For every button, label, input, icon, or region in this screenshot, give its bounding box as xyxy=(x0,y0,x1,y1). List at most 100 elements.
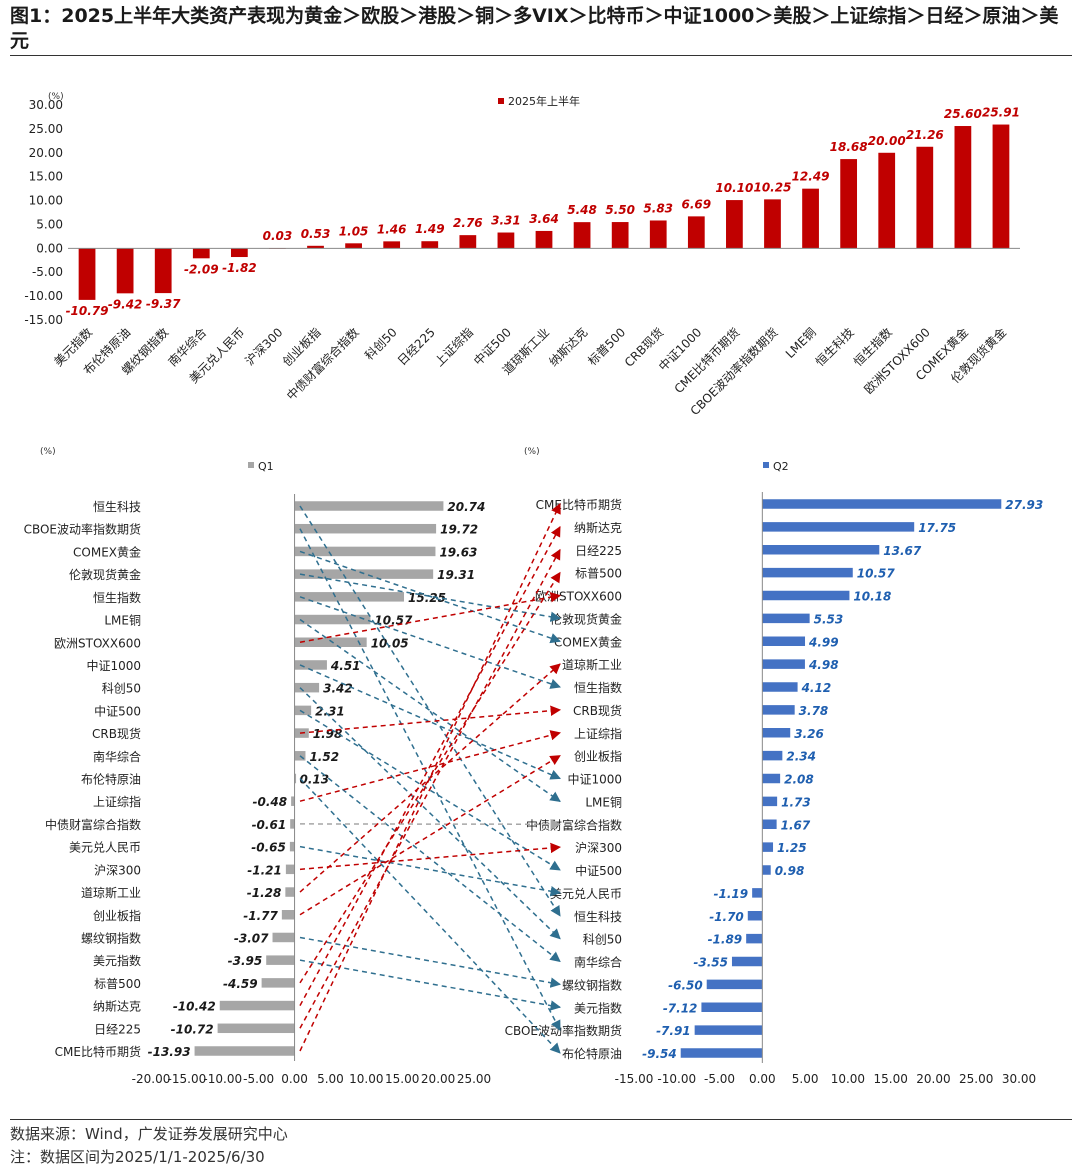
rank-change-arrow xyxy=(299,754,561,916)
q1-data-label: 2.31 xyxy=(315,704,345,718)
q1-bar xyxy=(266,955,295,965)
q1-data-label: -1.21 xyxy=(247,863,282,877)
q1-category-label: 欧洲STOXX600 xyxy=(54,636,141,650)
q1-category-label: 日经225 xyxy=(94,1022,141,1036)
q2-bar xyxy=(762,865,771,875)
q1-bar xyxy=(285,887,295,897)
q1-x-tick-label: -20.00 xyxy=(132,1072,171,1086)
q2-data-label: 13.67 xyxy=(883,544,922,558)
rank-change-arrow xyxy=(299,548,561,1029)
q2-bar xyxy=(762,819,777,829)
q1-category-label: 螺纹钢指数 xyxy=(81,930,141,945)
h1-data-label: 6.69 xyxy=(682,197,712,211)
q1-data-label: 19.72 xyxy=(440,523,478,537)
data-source-note: 数据来源：Wind，广发证券发展研究中心 xyxy=(10,1125,288,1143)
h1-category-label: 上证综指 xyxy=(431,325,476,370)
q2-data-label: 4.12 xyxy=(801,681,832,695)
q2-category-label: 伦敦现货黄金 xyxy=(550,611,622,626)
h1-bar xyxy=(459,235,477,249)
h1-data-label: 0.03 xyxy=(263,229,293,243)
q2-data-label: -7.91 xyxy=(656,1024,691,1038)
q1-bar xyxy=(290,819,295,829)
h1-data-label: 25.60 xyxy=(944,107,982,121)
q2-bar xyxy=(762,545,880,555)
h1-bar-chart: (%)30.00 25.00 20.00 15.00 10.00 5.00 0.00 -5.0… xyxy=(24,92,1020,418)
q1-bar xyxy=(294,546,436,557)
footer-divider xyxy=(10,1119,1072,1120)
h1-category-label: 纳斯达克 xyxy=(546,325,590,369)
q2-data-label: 10.57 xyxy=(857,567,896,581)
q1-legend-label: Q1 xyxy=(258,460,274,473)
q1-category-label: 美元兑人民币 xyxy=(69,841,141,855)
h1-data-label: -9.42 xyxy=(108,297,143,311)
q1-bar xyxy=(281,910,295,920)
q2-data-label: 1.25 xyxy=(777,841,807,855)
rank-change-arrow xyxy=(299,687,561,940)
q2-category-label: CRB现货 xyxy=(573,703,622,718)
rank-change-arrow xyxy=(299,936,562,988)
q1-data-label: -0.61 xyxy=(252,818,287,832)
q2-data-label: 5.53 xyxy=(814,612,844,626)
q1-category-label: 恒生指数 xyxy=(93,590,141,605)
h1-data-label: 1.49 xyxy=(415,222,445,236)
q1-bar xyxy=(294,523,437,534)
h1-y-tick-label: 30.00 xyxy=(29,98,63,112)
q2-category-label: 螺纹钢指数 xyxy=(562,977,622,992)
q1-data-label: 19.63 xyxy=(439,545,477,559)
q1-category-label: 创业板指 xyxy=(93,908,141,923)
q1-data-label: 10.57 xyxy=(374,614,413,628)
q1-category-label: COMEX黄金 xyxy=(73,544,141,559)
h1-data-label: 10.10 xyxy=(715,181,753,195)
q2-legend-swatch xyxy=(763,462,769,468)
q2-bar xyxy=(762,522,915,532)
rank-change-arrow xyxy=(299,705,562,734)
q1-x-tick-label: 15.00 xyxy=(385,1072,419,1086)
q2-category-label: 日经225 xyxy=(575,544,622,558)
q2-data-label: -3.55 xyxy=(693,956,728,970)
q2-bar xyxy=(762,796,778,807)
q1-category-label: CRB现货 xyxy=(92,726,141,741)
q1-bar xyxy=(217,1023,295,1034)
q2-category-label: 美元兑人民币 xyxy=(550,887,622,901)
rank-change-arrow xyxy=(299,596,561,689)
q1-data-label: -0.48 xyxy=(253,795,288,809)
h1-data-label: 1.46 xyxy=(377,222,407,236)
h1-bar xyxy=(954,126,972,249)
h1-bar xyxy=(840,159,858,249)
h1-data-label: 12.49 xyxy=(792,170,830,184)
h1-data-label: 0.53 xyxy=(301,227,331,241)
q1-data-label: 1.52 xyxy=(309,750,339,764)
q1-category-label: 上证综指 xyxy=(93,794,141,809)
rank-change-arrow xyxy=(299,592,562,643)
q2-category-label: 中证1000 xyxy=(567,772,622,787)
q2-data-label: -7.12 xyxy=(663,1001,698,1015)
h1-legend-label: 2025年上半年 xyxy=(508,94,580,108)
q2-bar xyxy=(762,773,781,784)
q2-data-label: -6.50 xyxy=(668,978,703,992)
q1-category-label: 中证500 xyxy=(94,703,141,718)
q2-category-label: 标普500 xyxy=(575,567,622,581)
q1-category-label: 道琼斯工业 xyxy=(81,885,141,900)
q1-legend-swatch xyxy=(248,462,254,468)
q1-bar xyxy=(272,932,295,943)
h1-bar xyxy=(116,248,134,294)
q1-data-label: -10.42 xyxy=(173,1000,216,1014)
q1-x-tick-label: 5.00 xyxy=(317,1072,344,1086)
h1-bar xyxy=(878,152,896,249)
rank-change-arrow xyxy=(299,525,561,1006)
rank-change-arrow xyxy=(299,664,561,780)
q1-data-label: -1.28 xyxy=(247,886,282,900)
figure-title: 图1：2025上半年大类资产表现为黄金＞欧股＞港股＞铜＞多VIX＞比特币＞中证1… xyxy=(10,5,1059,52)
q2-x-tick-label: 30.00 xyxy=(1002,1072,1036,1086)
q1-data-label: 15.25 xyxy=(408,591,446,605)
h1-category-label: 日经225 xyxy=(395,325,438,368)
q2-category-label: 南华综合 xyxy=(574,955,622,970)
h1-data-label: -2.09 xyxy=(184,262,219,276)
q1-data-label: 19.31 xyxy=(437,568,475,582)
h1-bar xyxy=(992,124,1010,249)
q1-bar-chart: (%) Q1 20.74 恒生科技 19.72 CBOE波动率指数期货 19.63 COMEX… xyxy=(24,447,492,1086)
q2-category-label: 沪深300 xyxy=(575,841,622,855)
q1-data-label: 3.42 xyxy=(323,682,353,696)
q2-category-label: 恒生指数 xyxy=(574,680,622,695)
h1-data-label: 10.25 xyxy=(753,180,791,194)
